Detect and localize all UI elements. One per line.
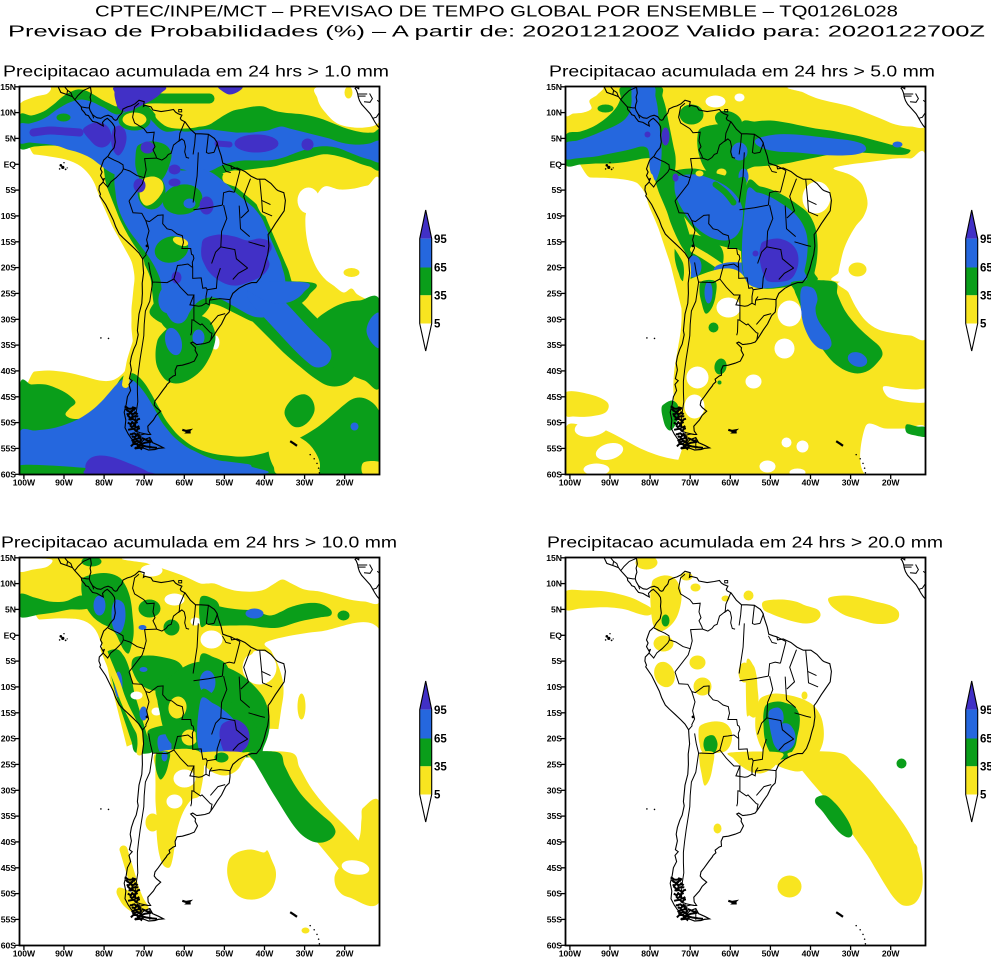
svg-text:Precipitacao acumulada em 24 h: Precipitacao acumulada em 24 hrs > 1.0 m…	[3, 64, 389, 81]
svg-text:Precipitacao acumulada em 24 h: Precipitacao acumulada em 24 hrs > 20.0 …	[547, 535, 943, 552]
svg-text:Previsao de Probabilidades (%): Previsao de Probabilidades (%) – A parti…	[8, 24, 985, 41]
svg-text:Precipitacao acumulada em 24 h: Precipitacao acumulada em 24 hrs > 10.0 …	[1, 535, 397, 552]
svg-text:CPTEC/INPE/MCT – PREVISAO DE T: CPTEC/INPE/MCT – PREVISAO DE TEMPO GLOBA…	[95, 4, 898, 21]
svg-text:Precipitacao acumulada em 24 h: Precipitacao acumulada em 24 hrs > 5.0 m…	[549, 64, 935, 81]
